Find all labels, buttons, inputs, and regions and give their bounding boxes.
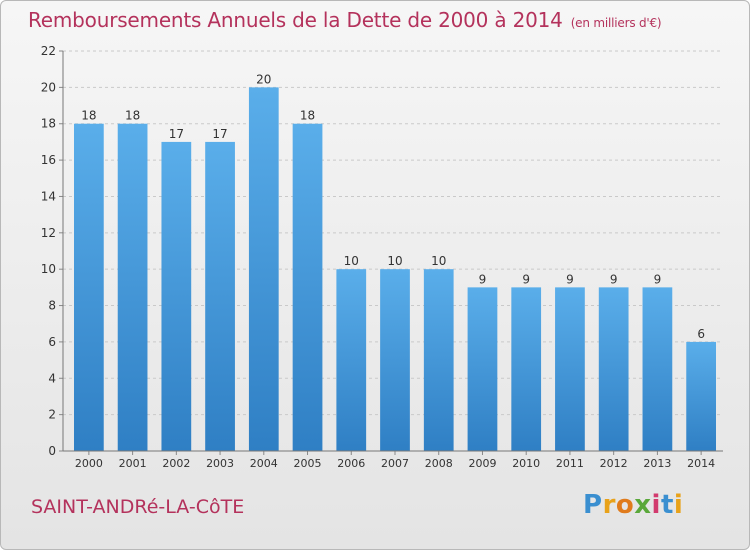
y-tick-label: 16 — [41, 153, 56, 167]
x-tick-label-2012: 2012 — [600, 457, 628, 470]
x-tick-label-2001: 2001 — [119, 457, 147, 470]
bar-2011 — [555, 287, 585, 451]
y-tick-label: 18 — [41, 117, 56, 131]
x-tick-label-2006: 2006 — [337, 457, 365, 470]
proxiti-logo: Proxiti — [583, 490, 684, 520]
data-label-2008: 10 — [431, 254, 446, 268]
x-tick-label-2013: 2013 — [643, 457, 671, 470]
bar-2009 — [467, 287, 498, 451]
bar-2007 — [380, 269, 410, 451]
y-tick-label: 10 — [41, 262, 56, 276]
data-label-2006: 10 — [344, 254, 359, 268]
y-tick-label: 20 — [41, 80, 56, 94]
bar-layer: 18 18 17 17 20 18 10 10 10 9 9 9 9 9 6 — [73, 72, 717, 452]
y-tick-label: 22 — [41, 44, 56, 58]
data-label-2013: 9 — [654, 272, 662, 286]
x-tick-label-2010: 2010 — [512, 457, 540, 470]
data-label-2005: 18 — [300, 109, 315, 123]
y-tick-label: 0 — [48, 444, 56, 458]
data-label-2004: 20 — [256, 72, 271, 86]
bar-2004 — [248, 87, 279, 451]
y-tick-label: 8 — [48, 299, 56, 313]
x-tick-label-2009: 2009 — [468, 457, 496, 470]
bar-2002 — [161, 141, 192, 451]
x-tick-label-2007: 2007 — [381, 457, 409, 470]
data-label-2009: 9 — [479, 272, 487, 286]
axis-layer: 0 2 4 6 8 10 12 14 16 18 20 22 2000 2001 2002 2003 2004 2… — [41, 44, 723, 470]
bar-2000 — [73, 123, 104, 452]
commune-name: SAINT-ANDRé-LA-CôTE — [31, 496, 245, 518]
bar-2008 — [423, 269, 454, 451]
data-label-2012: 9 — [610, 272, 618, 286]
chart-title: Remboursements Annuels de la Dette de 20… — [28, 8, 662, 32]
y-tick-label: 6 — [48, 335, 56, 349]
bar-2005 — [292, 123, 323, 452]
y-tick-label: 12 — [41, 226, 56, 240]
data-label-2002: 17 — [169, 127, 184, 141]
data-label-2007: 10 — [387, 254, 402, 268]
y-tick-label: 14 — [41, 189, 56, 203]
chart-title-text: Remboursements Annuels de la Dette de 20… — [28, 8, 563, 32]
data-label-2003: 17 — [212, 127, 227, 141]
bar-2001 — [117, 123, 148, 452]
bar-2006 — [336, 269, 367, 451]
x-tick-label-2014: 2014 — [687, 457, 715, 470]
bar-2010 — [511, 287, 542, 451]
data-label-2001: 18 — [125, 109, 140, 123]
x-tick-label-2003: 2003 — [206, 457, 234, 470]
x-tick-label-2005: 2005 — [294, 457, 322, 470]
data-label-2011: 9 — [566, 272, 574, 286]
bar-2014 — [686, 341, 717, 451]
chart-subtitle: (en milliers d'€) — [570, 16, 662, 30]
bar-2012 — [598, 287, 629, 451]
data-label-2000: 18 — [81, 109, 96, 123]
y-tick-label: 2 — [48, 408, 56, 422]
x-tick-label-2011: 2011 — [556, 457, 584, 470]
bar-2003 — [205, 141, 235, 451]
x-tick-label-2004: 2004 — [250, 457, 278, 470]
y-tick-label: 4 — [48, 371, 56, 385]
bar-2013 — [642, 287, 673, 451]
data-label-2014: 6 — [697, 327, 705, 341]
data-label-2010: 9 — [522, 272, 530, 286]
x-tick-label-2000: 2000 — [75, 457, 103, 470]
x-tick-label-2002: 2002 — [162, 457, 190, 470]
x-tick-label-2008: 2008 — [425, 457, 453, 470]
